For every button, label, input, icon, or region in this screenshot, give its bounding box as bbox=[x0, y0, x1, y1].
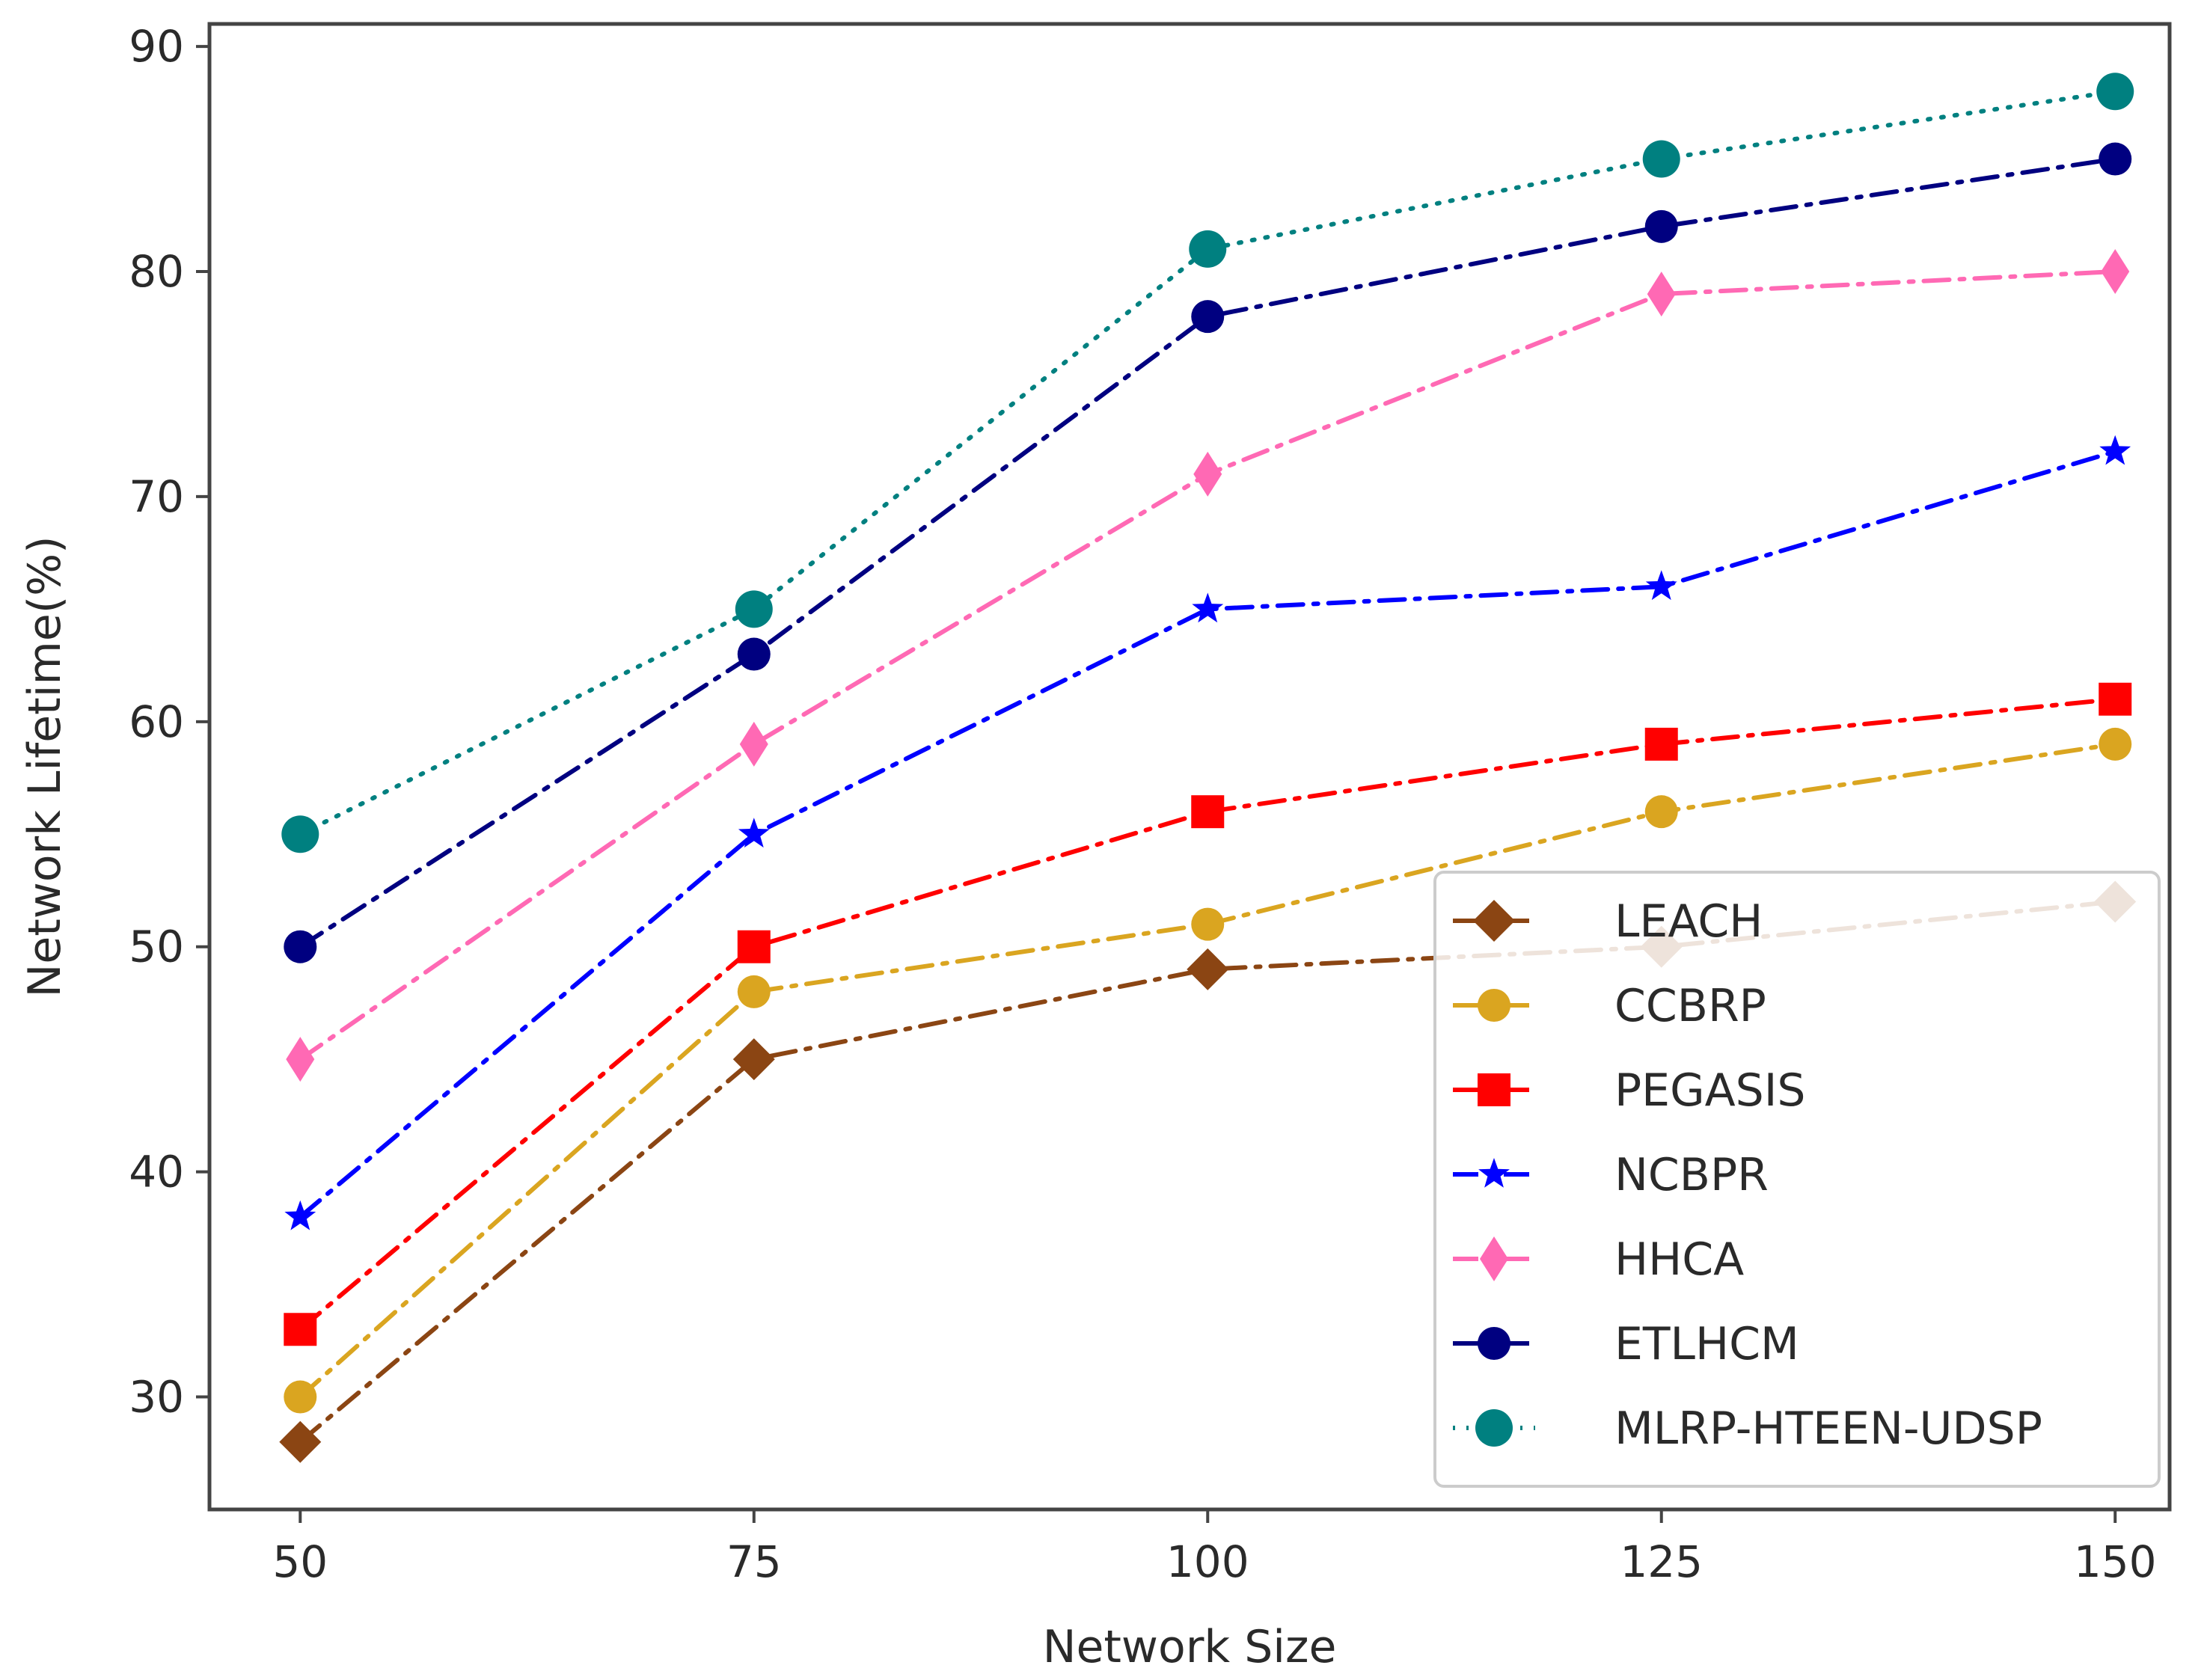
data-point bbox=[1192, 592, 1224, 623]
legend-marker bbox=[1478, 1158, 1510, 1188]
legend-label: LEACH bbox=[1614, 895, 1763, 948]
data-point bbox=[732, 1038, 775, 1081]
data-point bbox=[281, 815, 319, 853]
data-point bbox=[1644, 727, 1678, 761]
data-point bbox=[1187, 948, 1229, 990]
legend-frame bbox=[1433, 871, 2161, 1488]
data-point bbox=[737, 975, 771, 1008]
legend-marker bbox=[1478, 989, 1510, 1022]
legend-item: NCBPR bbox=[1453, 1149, 1769, 1201]
data-point bbox=[284, 1380, 317, 1414]
data-point bbox=[1191, 907, 1225, 941]
data-point bbox=[1644, 209, 1678, 243]
data-point bbox=[286, 1037, 315, 1082]
y-tick-label: 50 bbox=[129, 922, 184, 972]
data-point bbox=[738, 818, 770, 848]
data-point bbox=[284, 1313, 317, 1346]
legend-item: PEGASIS bbox=[1453, 1064, 1806, 1117]
y-tick-label: 70 bbox=[129, 471, 184, 522]
series-ncbpr bbox=[284, 435, 2131, 1230]
data-point bbox=[284, 1200, 316, 1230]
series-line bbox=[298, 449, 2118, 1219]
series-mlrp-hteen-udsp bbox=[281, 73, 2134, 853]
legend-item: CCBRP bbox=[1453, 980, 1766, 1032]
data-point bbox=[737, 930, 771, 963]
legend-label: NCBPR bbox=[1614, 1149, 1769, 1201]
legend-label: HHCA bbox=[1614, 1233, 1744, 1286]
y-tick-label: 80 bbox=[129, 246, 184, 297]
data-point bbox=[1193, 451, 1222, 497]
y-tick-label: 90 bbox=[129, 21, 184, 72]
data-point bbox=[1644, 795, 1678, 829]
data-point bbox=[284, 930, 317, 963]
legend-label: PEGASIS bbox=[1614, 1064, 1806, 1117]
legend-marker bbox=[1480, 1236, 1508, 1281]
data-point bbox=[735, 590, 773, 628]
x-tick-label: 50 bbox=[272, 1536, 328, 1587]
legend-item: MLRP-HTEEN-UDSP bbox=[1453, 1402, 2042, 1455]
legend-item: HHCA bbox=[1453, 1233, 1744, 1286]
data-point bbox=[1642, 140, 1680, 178]
legend-item: ETLHCM bbox=[1453, 1318, 1799, 1370]
data-point bbox=[1645, 570, 1677, 601]
data-point bbox=[1191, 300, 1225, 334]
legend-marker bbox=[1478, 1327, 1510, 1360]
series-line bbox=[298, 89, 2118, 837]
data-point bbox=[279, 1420, 322, 1463]
legend-item: LEACH bbox=[1453, 895, 1763, 948]
x-tick-label: 100 bbox=[1166, 1536, 1249, 1587]
legend-label: ETLHCM bbox=[1614, 1318, 1799, 1370]
y-axis-title: Network Lifetime(%) bbox=[19, 536, 71, 997]
data-point bbox=[2099, 142, 2132, 176]
y-tick-label: 60 bbox=[129, 696, 184, 747]
data-point bbox=[737, 637, 771, 671]
legend-label: MLRP-HTEEN-UDSP bbox=[1614, 1402, 2042, 1455]
data-point bbox=[2099, 727, 2132, 761]
data-point bbox=[1189, 230, 1227, 268]
data-point bbox=[1191, 795, 1225, 829]
series-hhca bbox=[286, 249, 2130, 1082]
series-ccbrp bbox=[284, 727, 2132, 1414]
data-point bbox=[1647, 272, 1676, 317]
series-etlhcm bbox=[284, 142, 2132, 963]
legend: LEACH CCBRP PEGASIS NCBPR HHCA ETLHCM MLRP-HTE… bbox=[1433, 871, 2161, 1488]
x-tick-label: 150 bbox=[2074, 1536, 2157, 1587]
x-axis-title: Network Size bbox=[1043, 1621, 1337, 1673]
legend-label: CCBRP bbox=[1614, 980, 1766, 1032]
data-point bbox=[2096, 73, 2134, 111]
y-axis: 30 40 50 60 70 80 90 bbox=[129, 21, 209, 1423]
legend-marker bbox=[1478, 1073, 1510, 1106]
data-point bbox=[2099, 682, 2132, 716]
legend-marker bbox=[1473, 900, 1515, 942]
data-point bbox=[739, 721, 768, 767]
y-tick-label: 40 bbox=[129, 1147, 184, 1198]
data-point bbox=[2099, 435, 2131, 465]
x-axis: 50 75 100 125 150 bbox=[272, 1509, 2157, 1587]
x-tick-label: 75 bbox=[726, 1536, 782, 1587]
data-point bbox=[2101, 249, 2130, 294]
x-tick-label: 125 bbox=[1620, 1536, 1703, 1587]
y-tick-label: 30 bbox=[129, 1372, 184, 1423]
series-pegasis bbox=[284, 682, 2132, 1346]
legend-marker bbox=[1475, 1409, 1513, 1447]
